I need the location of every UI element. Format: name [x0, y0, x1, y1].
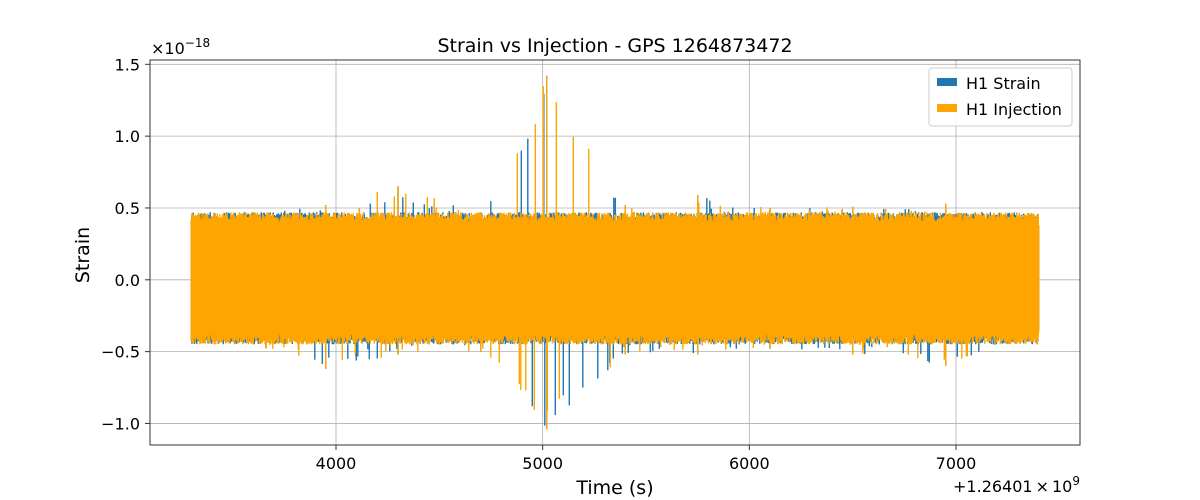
legend-box: [928, 67, 1073, 127]
y-tick-label: 1.0: [115, 127, 140, 146]
legend-label-h1-strain: H1 Strain: [966, 74, 1041, 93]
x-tick-label: 4000: [316, 454, 357, 473]
y-axis-title: Strain: [72, 227, 94, 283]
plot-frame: [149, 59, 1081, 446]
legend-swatch-h1-strain: [937, 78, 957, 86]
y-tick-label: 0.5: [115, 199, 140, 218]
legend-swatch-h1-injection: [937, 104, 957, 112]
series-layer: [190, 75, 1040, 430]
legend: H1 Strain H1 Injection: [928, 67, 1073, 127]
y-scale-base: 10: [164, 39, 184, 58]
series-h1-injection: [190, 75, 1040, 430]
x-offset-mantissa: +1.26401: [953, 477, 1033, 496]
y-tick-label: −0.5: [101, 343, 140, 362]
x-tick-label: 6000: [729, 454, 770, 473]
x-tick-label: 5000: [522, 454, 563, 473]
x-offset-exponent: 9: [1072, 474, 1080, 488]
x-axis-offset: +1.26401 × 109: [953, 474, 1080, 496]
chart-title: Strain vs Injection - GPS 1264873472: [437, 35, 792, 57]
y-tick-label: 1.5: [115, 55, 140, 74]
y-scale-times: ×: [151, 39, 164, 58]
x-axis-ticks: 4000 5000 6000 7000: [316, 445, 977, 473]
x-tick-label: 7000: [936, 454, 977, 473]
legend-label-h1-injection: H1 Injection: [966, 100, 1062, 119]
y-axis-ticks: −1.0 −0.5 0.0 0.5 1.0 1.5: [101, 55, 150, 433]
y-tick-label: 0.0: [115, 271, 140, 290]
x-axis-title: Time (s): [575, 477, 653, 499]
y-axis-scale-factor: ×10−18: [151, 36, 210, 58]
y-tick-label: −1.0: [101, 414, 140, 433]
x-offset-times: ×: [1036, 477, 1049, 496]
y-scale-exponent: −18: [185, 36, 210, 50]
x-offset-base: 10: [1052, 477, 1072, 496]
